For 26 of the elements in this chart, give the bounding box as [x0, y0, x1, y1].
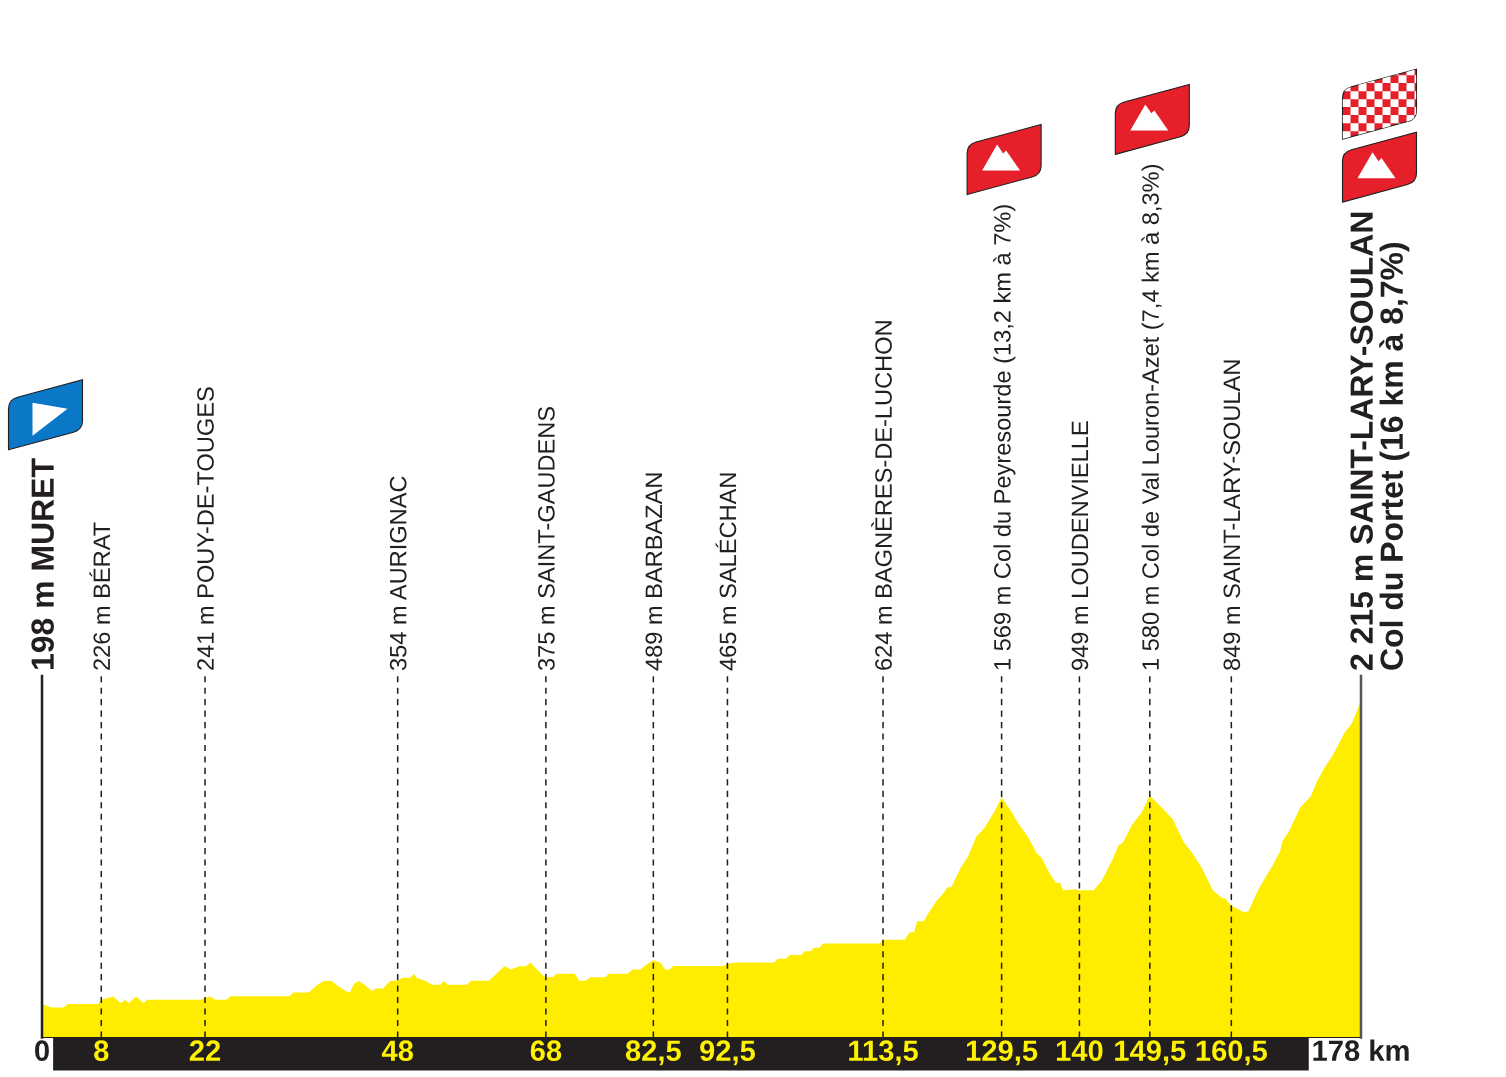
ref-line-label: 198 m MURET — [31, 458, 54, 669]
x-tick-label: 82,5 — [625, 1040, 681, 1066]
ref-line-label: 354 m AURIGNAC — [389, 476, 407, 671]
x-tick-label: 92,5 — [700, 1040, 756, 1066]
ref-line-label: 1 580 m Col de Val Louron-Azet (7,4 km à 8,3%) — [1141, 165, 1164, 670]
ref-line-label: 624 m BAGNÈRES-DE-LUCHON — [871, 321, 892, 670]
x-tick-label: 149,5 — [1115, 1040, 1186, 1066]
x-tick-label: 178 km — [1313, 1039, 1409, 1062]
ref-line-label: 465 m SALÉCHAN — [715, 473, 737, 671]
ref-line-label: 489 m BARBAZAN — [645, 473, 663, 671]
ref-line-label: 226 m BÉRAT — [89, 522, 111, 670]
x-tick-label: 68 — [530, 1040, 562, 1062]
x-tick-label: 140 — [1056, 1040, 1103, 1062]
x-tick-label: 113,5 — [849, 1040, 918, 1066]
ref-line-label: 2 215 m SAINT-LARY-SOULAN Col du Portet (16 km à 8,7%) — [1350, 212, 1410, 670]
x-tick-label: 129,5 — [966, 1040, 1038, 1066]
x-tick-label: 8 — [94, 1040, 109, 1062]
x-tick-label: 48 — [381, 1040, 414, 1062]
ref-line-label: 849 m SAINT-LARY-SOULAN — [1223, 360, 1241, 670]
x-tick-label: 0 — [35, 1040, 49, 1062]
ref-line-label: 949 m LOUDENVIELLE — [1071, 421, 1089, 670]
ref-line-label: 375 m SAINT-GAUDENS — [538, 407, 555, 671]
ref-line-label: 241 m POUY-DE-TOUGES — [197, 387, 214, 670]
x-tick-label: 160,5 — [1196, 1040, 1268, 1066]
ref-line-label: 1 569 m Col du Peyresourde (13,2 km à 7%) — [993, 205, 1016, 670]
x-tick-label: 22 — [189, 1040, 221, 1061]
